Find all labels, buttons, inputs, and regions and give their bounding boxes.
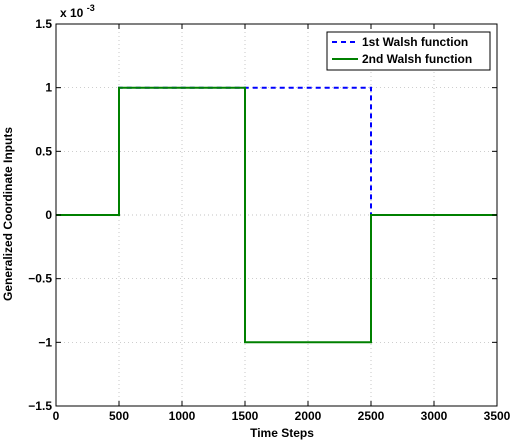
legend: 1st Walsh function 2nd Walsh function xyxy=(326,31,491,71)
x-tick-label: 500 xyxy=(109,409,129,423)
y-tick-label: −1.5 xyxy=(28,399,52,413)
y-tick-label: 1 xyxy=(45,81,52,95)
legend-text-series-1: 1st Walsh function xyxy=(362,35,468,49)
y-axis-exponent: x 10 -3 xyxy=(60,3,95,20)
x-tick-label: 1500 xyxy=(232,409,259,423)
y-tick-label: −0.5 xyxy=(28,272,52,286)
x-tick-label: 2500 xyxy=(358,409,385,423)
y-tick-label: −1 xyxy=(38,335,52,349)
x-tick-label: 0 xyxy=(53,409,60,423)
legend-box xyxy=(326,31,491,71)
axis-ticks: 0 500 1000 1500 2000 2500 3000 3500 −1.5 −1 −0.5 0 0… xyxy=(28,17,510,423)
x-tick-label: 3500 xyxy=(484,409,511,423)
y-axis-label: Generalized Coordinate Inputs xyxy=(1,127,15,301)
legend-text-series-2: 2nd Walsh function xyxy=(362,52,472,66)
y-axis-exponent-power: -3 xyxy=(87,3,95,13)
y-tick-label: 1.5 xyxy=(35,17,52,31)
y-axis-exponent-base: x 10 xyxy=(60,6,84,20)
x-axis-label: Time Steps xyxy=(250,426,314,440)
series-line-2 xyxy=(56,86,497,344)
plot-series xyxy=(56,86,497,344)
x-tick-label: 1000 xyxy=(169,409,196,423)
x-tick-label: 3000 xyxy=(421,409,448,423)
x-tick-label: 2000 xyxy=(295,409,322,423)
y-tick-label: 0 xyxy=(45,208,52,222)
y-tick-label: 0.5 xyxy=(35,144,52,158)
